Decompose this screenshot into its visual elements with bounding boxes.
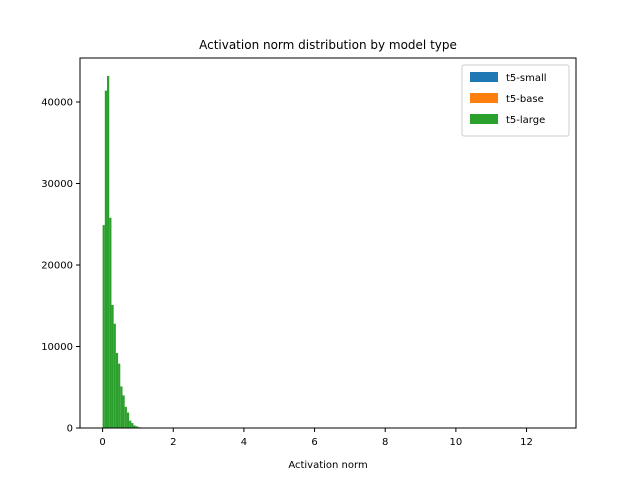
x-axis-ticks: 0 2 4 6 8 10 12 [99, 428, 533, 448]
legend: t5-small t5-base t5-large [461, 64, 570, 137]
y-tick-label: 0 [67, 424, 73, 435]
bars-group [102, 75, 145, 429]
chart-title: Activation norm distribution by model ty… [199, 38, 457, 52]
histogram-bar [129, 420, 132, 428]
x-tick-label: 12 [520, 437, 533, 448]
legend-label: t5-base [506, 94, 544, 105]
x-tick-label: 2 [170, 437, 176, 448]
histogram-bar [107, 75, 110, 429]
x-tick-label: 8 [382, 437, 388, 448]
histogram-bar [115, 353, 119, 428]
histogram-bar [133, 425, 136, 428]
y-axis-ticks: 0 10000 20000 30000 40000 [41, 98, 80, 435]
plot-frame [79, 57, 577, 429]
x-tick-label: 4 [241, 437, 247, 448]
histogram-bar [131, 423, 134, 428]
legend-label: t5-small [506, 73, 547, 84]
x-tick-label: 0 [99, 437, 105, 448]
x-tick-label: 6 [311, 437, 317, 448]
histogram-bar [109, 217, 112, 428]
histogram-bar [135, 426, 138, 428]
histogram-bar [111, 304, 114, 428]
histogram-bar [126, 412, 130, 428]
y-tick-label: 20000 [41, 261, 73, 272]
y-tick-label: 40000 [41, 98, 73, 109]
histogram-bar [122, 395, 125, 428]
histogram-bar [118, 363, 121, 428]
histogram-bar [120, 386, 123, 428]
histogram-bar [104, 90, 108, 428]
histogram-bar [102, 225, 105, 428]
y-tick-label: 30000 [41, 179, 73, 190]
y-tick-label: 10000 [41, 342, 73, 353]
legend-label: t5-large [506, 115, 545, 126]
x-tick-label: 10 [450, 437, 463, 448]
histogram-bar [113, 323, 116, 428]
legend-swatch [470, 72, 498, 82]
x-axis-label: Activation norm [288, 460, 367, 471]
legend-swatch [470, 93, 498, 103]
legend-swatch [470, 114, 498, 124]
histogram-bar [124, 406, 127, 428]
